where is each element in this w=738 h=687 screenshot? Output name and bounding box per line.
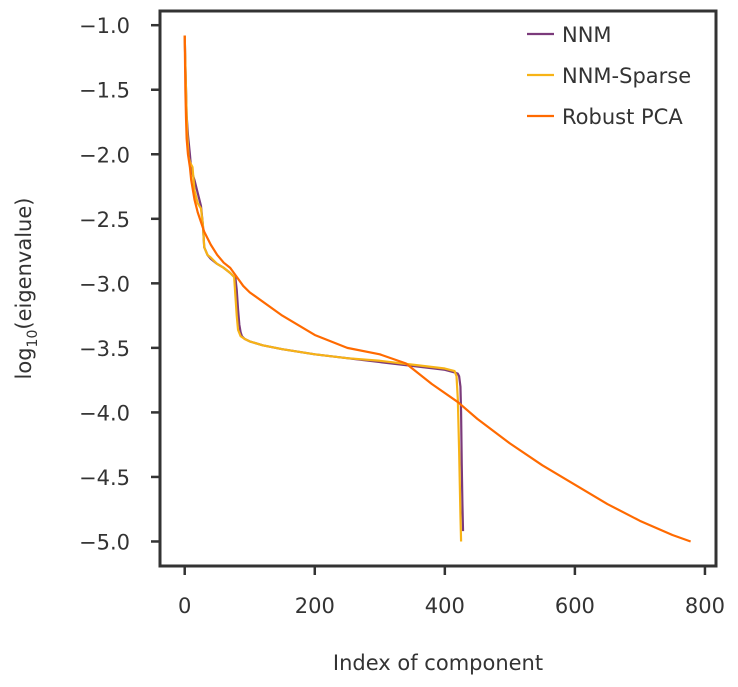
y-tick-label: −4.5 — [79, 466, 130, 490]
y-axis-label-base: log — [12, 347, 36, 379]
series-layer — [183, 35, 692, 543]
legend-label-robust-pca: Robust PCA — [562, 105, 683, 129]
y-axis-label: log10(eigenvalue) — [12, 198, 41, 380]
x-tick-label: 800 — [685, 594, 725, 618]
series-line-robust-pca — [183, 35, 692, 543]
y-tick-label: −1.0 — [79, 14, 130, 38]
plot-frame — [158, 9, 718, 568]
y-tick-label: −3.5 — [79, 337, 130, 361]
y-tick-label: −5.0 — [79, 530, 130, 554]
series-line-nnm — [183, 35, 465, 532]
y-axis-label-rest: (eigenvalue) — [12, 198, 36, 330]
x-tick-label: 200 — [295, 594, 335, 618]
series-line-nnm-sparse — [183, 35, 463, 542]
y-tick-label: −3.0 — [79, 272, 130, 296]
y-tick-label: −1.5 — [79, 79, 130, 103]
y-axis-label-subscript: 10 — [25, 330, 41, 348]
x-axis-label: Index of component — [333, 651, 543, 675]
x-tick-label: 600 — [555, 594, 595, 618]
legend: NNM NNM-Sparse Robust PCA — [527, 23, 691, 129]
x-tick-label: 0 — [178, 594, 191, 618]
legend-label-nnm-sparse: NNM-Sparse — [562, 64, 691, 88]
tick-layer: 0 200 400 600 800 −1.0 −1.5 −2.0 −2.5 −3.0 −3.5 −4.… — [79, 14, 725, 618]
y-tick-label: −4.0 — [79, 401, 130, 425]
y-tick-label: −2.0 — [79, 143, 130, 167]
x-tick-label: 400 — [425, 594, 465, 618]
legend-label-nnm: NNM — [562, 23, 612, 47]
y-tick-label: −2.5 — [79, 208, 130, 232]
